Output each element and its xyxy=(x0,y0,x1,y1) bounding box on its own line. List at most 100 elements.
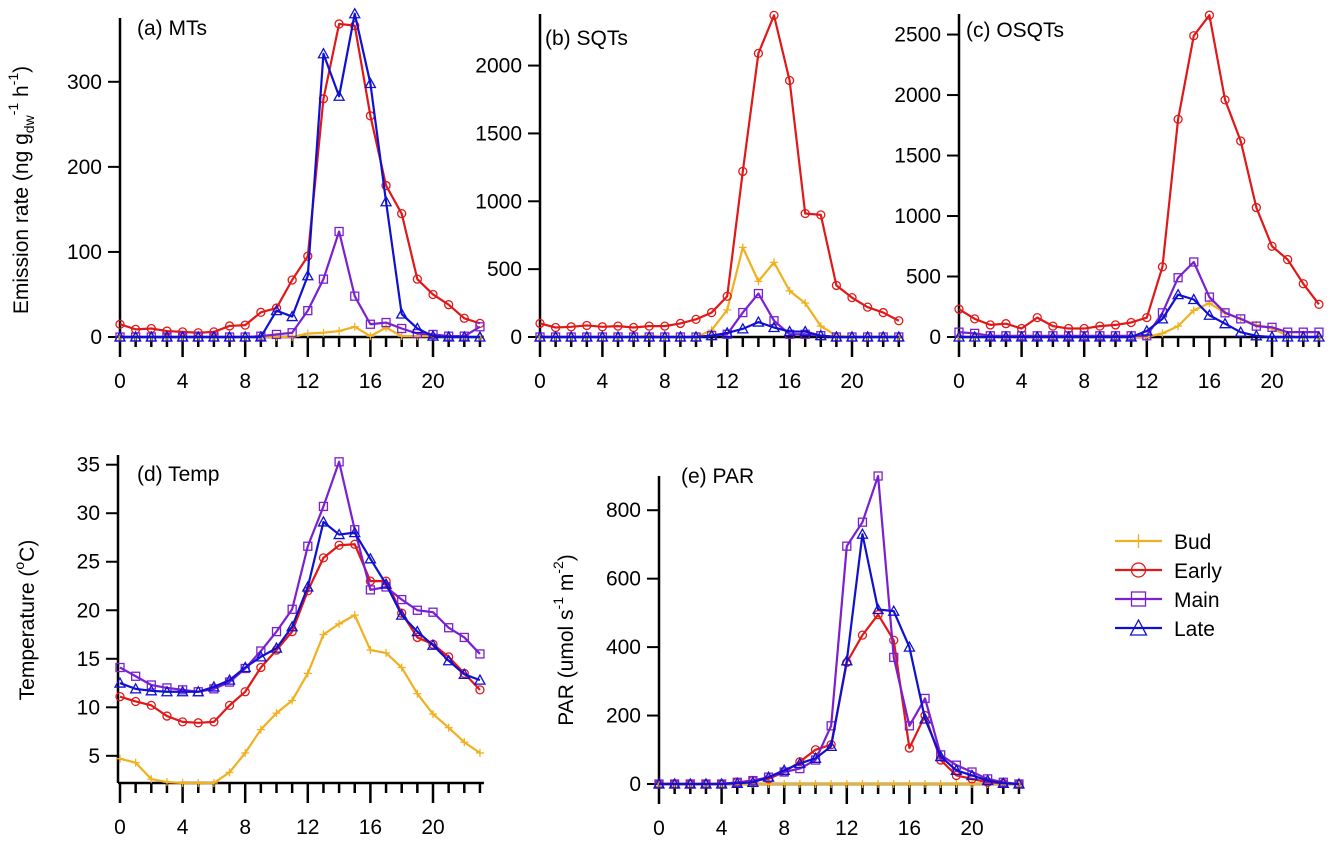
series-late xyxy=(952,288,1326,342)
data-point-triangle xyxy=(192,685,205,697)
y-tick-label: 5 xyxy=(88,745,100,768)
data-point-triangle xyxy=(840,654,853,666)
data-point-square xyxy=(1130,591,1147,607)
data-point-triangle xyxy=(871,603,885,615)
data-point-circle xyxy=(115,319,125,329)
data-point-circle xyxy=(475,685,485,695)
series-early xyxy=(115,539,485,728)
data-point-circle xyxy=(706,307,717,318)
data-point-circle xyxy=(1032,312,1042,323)
data-point-plus xyxy=(968,780,976,788)
data-point-circle xyxy=(1130,562,1147,578)
data-point-triangle xyxy=(1297,330,1310,342)
data-point-circle xyxy=(1142,312,1152,323)
data-point-circle xyxy=(428,289,438,300)
data-point-triangle xyxy=(364,552,377,564)
data-point-circle xyxy=(894,316,904,326)
data-point-triangle xyxy=(395,307,408,319)
data-point-triangle xyxy=(411,625,424,637)
data-point-plus xyxy=(1189,306,1198,315)
data-point-triangle xyxy=(145,330,158,342)
data-point-triangle xyxy=(270,641,283,653)
data-point-square xyxy=(271,329,282,340)
data-point-square xyxy=(459,632,469,643)
data-point-triangle xyxy=(1015,330,1028,342)
data-point-triangle xyxy=(176,685,189,697)
y-tick-label: 20 xyxy=(77,599,100,622)
data-point-square xyxy=(753,288,764,299)
data-point-triangle xyxy=(113,330,127,342)
y-tick-label: 800 xyxy=(606,499,641,522)
series-line xyxy=(119,543,481,724)
data-point-triangle xyxy=(767,321,781,333)
y-tick-label: 0 xyxy=(90,326,102,349)
data-point-plus xyxy=(858,780,867,788)
data-point-circle xyxy=(1251,202,1261,213)
data-point-square xyxy=(475,649,485,659)
panel-title: (a) MTs xyxy=(137,17,207,40)
data-point-plus xyxy=(194,779,203,787)
data-point-plus xyxy=(905,780,914,788)
x-tick-label: 0 xyxy=(114,370,126,393)
data-point-circle xyxy=(1126,317,1136,328)
data-point-triangle xyxy=(830,330,843,342)
x-tick-label: 16 xyxy=(359,370,382,393)
series-late xyxy=(533,315,905,342)
data-point-triangle xyxy=(903,640,916,652)
y-tick-label: 2000 xyxy=(475,55,522,78)
series-line xyxy=(959,293,1319,339)
data-point-plus xyxy=(147,775,156,784)
data-point-square xyxy=(318,501,329,512)
y-tick-label: 25 xyxy=(77,551,100,574)
data-point-plus xyxy=(842,780,851,788)
data-point-plus xyxy=(303,329,312,338)
data-point-circle xyxy=(177,327,188,337)
data-point-triangle xyxy=(286,620,299,632)
data-point-circle xyxy=(800,208,810,219)
data-point-triangle xyxy=(442,330,455,342)
series-late xyxy=(113,7,487,342)
y-tick-label: 10 xyxy=(77,696,100,719)
data-point-square xyxy=(146,680,156,690)
x-tick-label: 12 xyxy=(296,816,319,839)
data-point-plus xyxy=(366,646,375,655)
data-point-circle xyxy=(162,326,172,336)
data-point-circle xyxy=(660,321,670,331)
data-point-plus xyxy=(780,780,789,788)
data-point-triangle xyxy=(301,580,314,592)
data-point-triangle xyxy=(458,667,471,679)
data-point-triangle xyxy=(674,330,687,342)
data-point-triangle xyxy=(364,77,377,89)
data-point-triangle xyxy=(1250,329,1263,341)
data-point-circle xyxy=(582,320,592,331)
data-point-plus xyxy=(952,780,961,788)
data-point-circle xyxy=(738,166,748,177)
series-main xyxy=(954,257,1324,341)
data-point-triangle xyxy=(918,712,932,724)
data-point-circle xyxy=(1110,320,1121,330)
x-tick-label: 4 xyxy=(177,816,189,839)
data-point-triangle xyxy=(845,330,859,342)
data-point-triangle xyxy=(689,330,703,342)
data-point-triangle xyxy=(145,684,158,696)
data-point-circle xyxy=(1095,321,1105,331)
legend-entry-main: Main xyxy=(1115,589,1220,612)
y-tick-label: 200 xyxy=(606,705,641,728)
data-point-plus xyxy=(1131,534,1146,548)
data-point-circle xyxy=(412,274,423,284)
data-point-triangle xyxy=(1203,308,1216,320)
x-tick-label: 8 xyxy=(778,817,790,840)
y-axis-label: Temperature (oC) xyxy=(11,540,39,701)
data-point-circle xyxy=(224,700,235,711)
data-point-triangle xyxy=(223,330,236,342)
data-point-triangle xyxy=(861,330,874,342)
data-point-triangle xyxy=(1046,330,1060,342)
data-point-triangle xyxy=(549,330,562,342)
x-tick-label: 8 xyxy=(659,370,671,393)
data-point-plus xyxy=(827,780,836,788)
x-tick-label: 20 xyxy=(421,816,444,839)
data-point-triangle xyxy=(473,330,487,342)
data-point-plus xyxy=(397,663,406,672)
series-main xyxy=(654,471,1024,789)
data-point-square xyxy=(857,517,868,527)
